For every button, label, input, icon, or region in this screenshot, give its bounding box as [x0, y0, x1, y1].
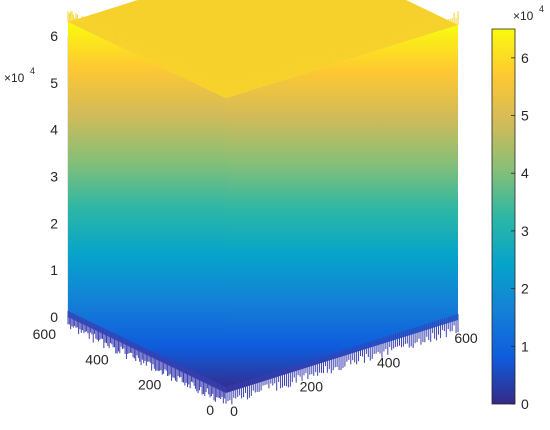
z-tick-label: 3	[50, 169, 58, 185]
z-tick-label: 4	[50, 122, 58, 138]
colorbar: ×10 4 0 1 2 3 4 5 6	[491, 4, 544, 412]
colorbar-tick-label: 1	[521, 338, 529, 354]
colorbar-tick-label: 4	[521, 165, 529, 181]
colorbar-tick-label: 2	[521, 281, 529, 297]
z-exponent-base: ×10	[4, 71, 25, 85]
colorbar-exponent-power: 4	[539, 4, 544, 14]
surface-right-face	[226, 24, 458, 393]
y-tick-label: 400	[85, 351, 109, 367]
z-tick-label: 1	[50, 262, 58, 278]
colorbar-tick-label: 6	[521, 50, 529, 66]
x-tick-label: 600	[454, 330, 478, 346]
colorbar-exponent-base: ×10	[513, 9, 534, 23]
y-tick-label: 200	[138, 377, 162, 393]
colorbar-tick-label: 3	[521, 223, 529, 239]
colorbar-tick-label: 5	[521, 108, 529, 124]
x-tick-label: 0	[230, 403, 238, 419]
z-tick-label: 5	[50, 75, 58, 91]
surface-left-face	[68, 21, 226, 393]
x-tick-label: 400	[377, 354, 401, 370]
z-exponent-power: 4	[30, 66, 35, 76]
surface	[67, 0, 459, 405]
z-tick-label: 6	[50, 28, 58, 44]
z-tick-label: 0	[50, 309, 58, 325]
colorbar-bar	[491, 28, 516, 405]
colorbar-tick-label: 0	[521, 396, 529, 412]
y-tick-label: 0	[206, 402, 214, 418]
surface-top-face	[68, 0, 458, 98]
y-tick-label: 600	[33, 326, 57, 342]
z-tick-label: 2	[50, 215, 58, 231]
x-tick-label: 200	[300, 379, 324, 395]
colorbar-ticks: 0 1 2 3 4 5 6	[511, 50, 529, 412]
